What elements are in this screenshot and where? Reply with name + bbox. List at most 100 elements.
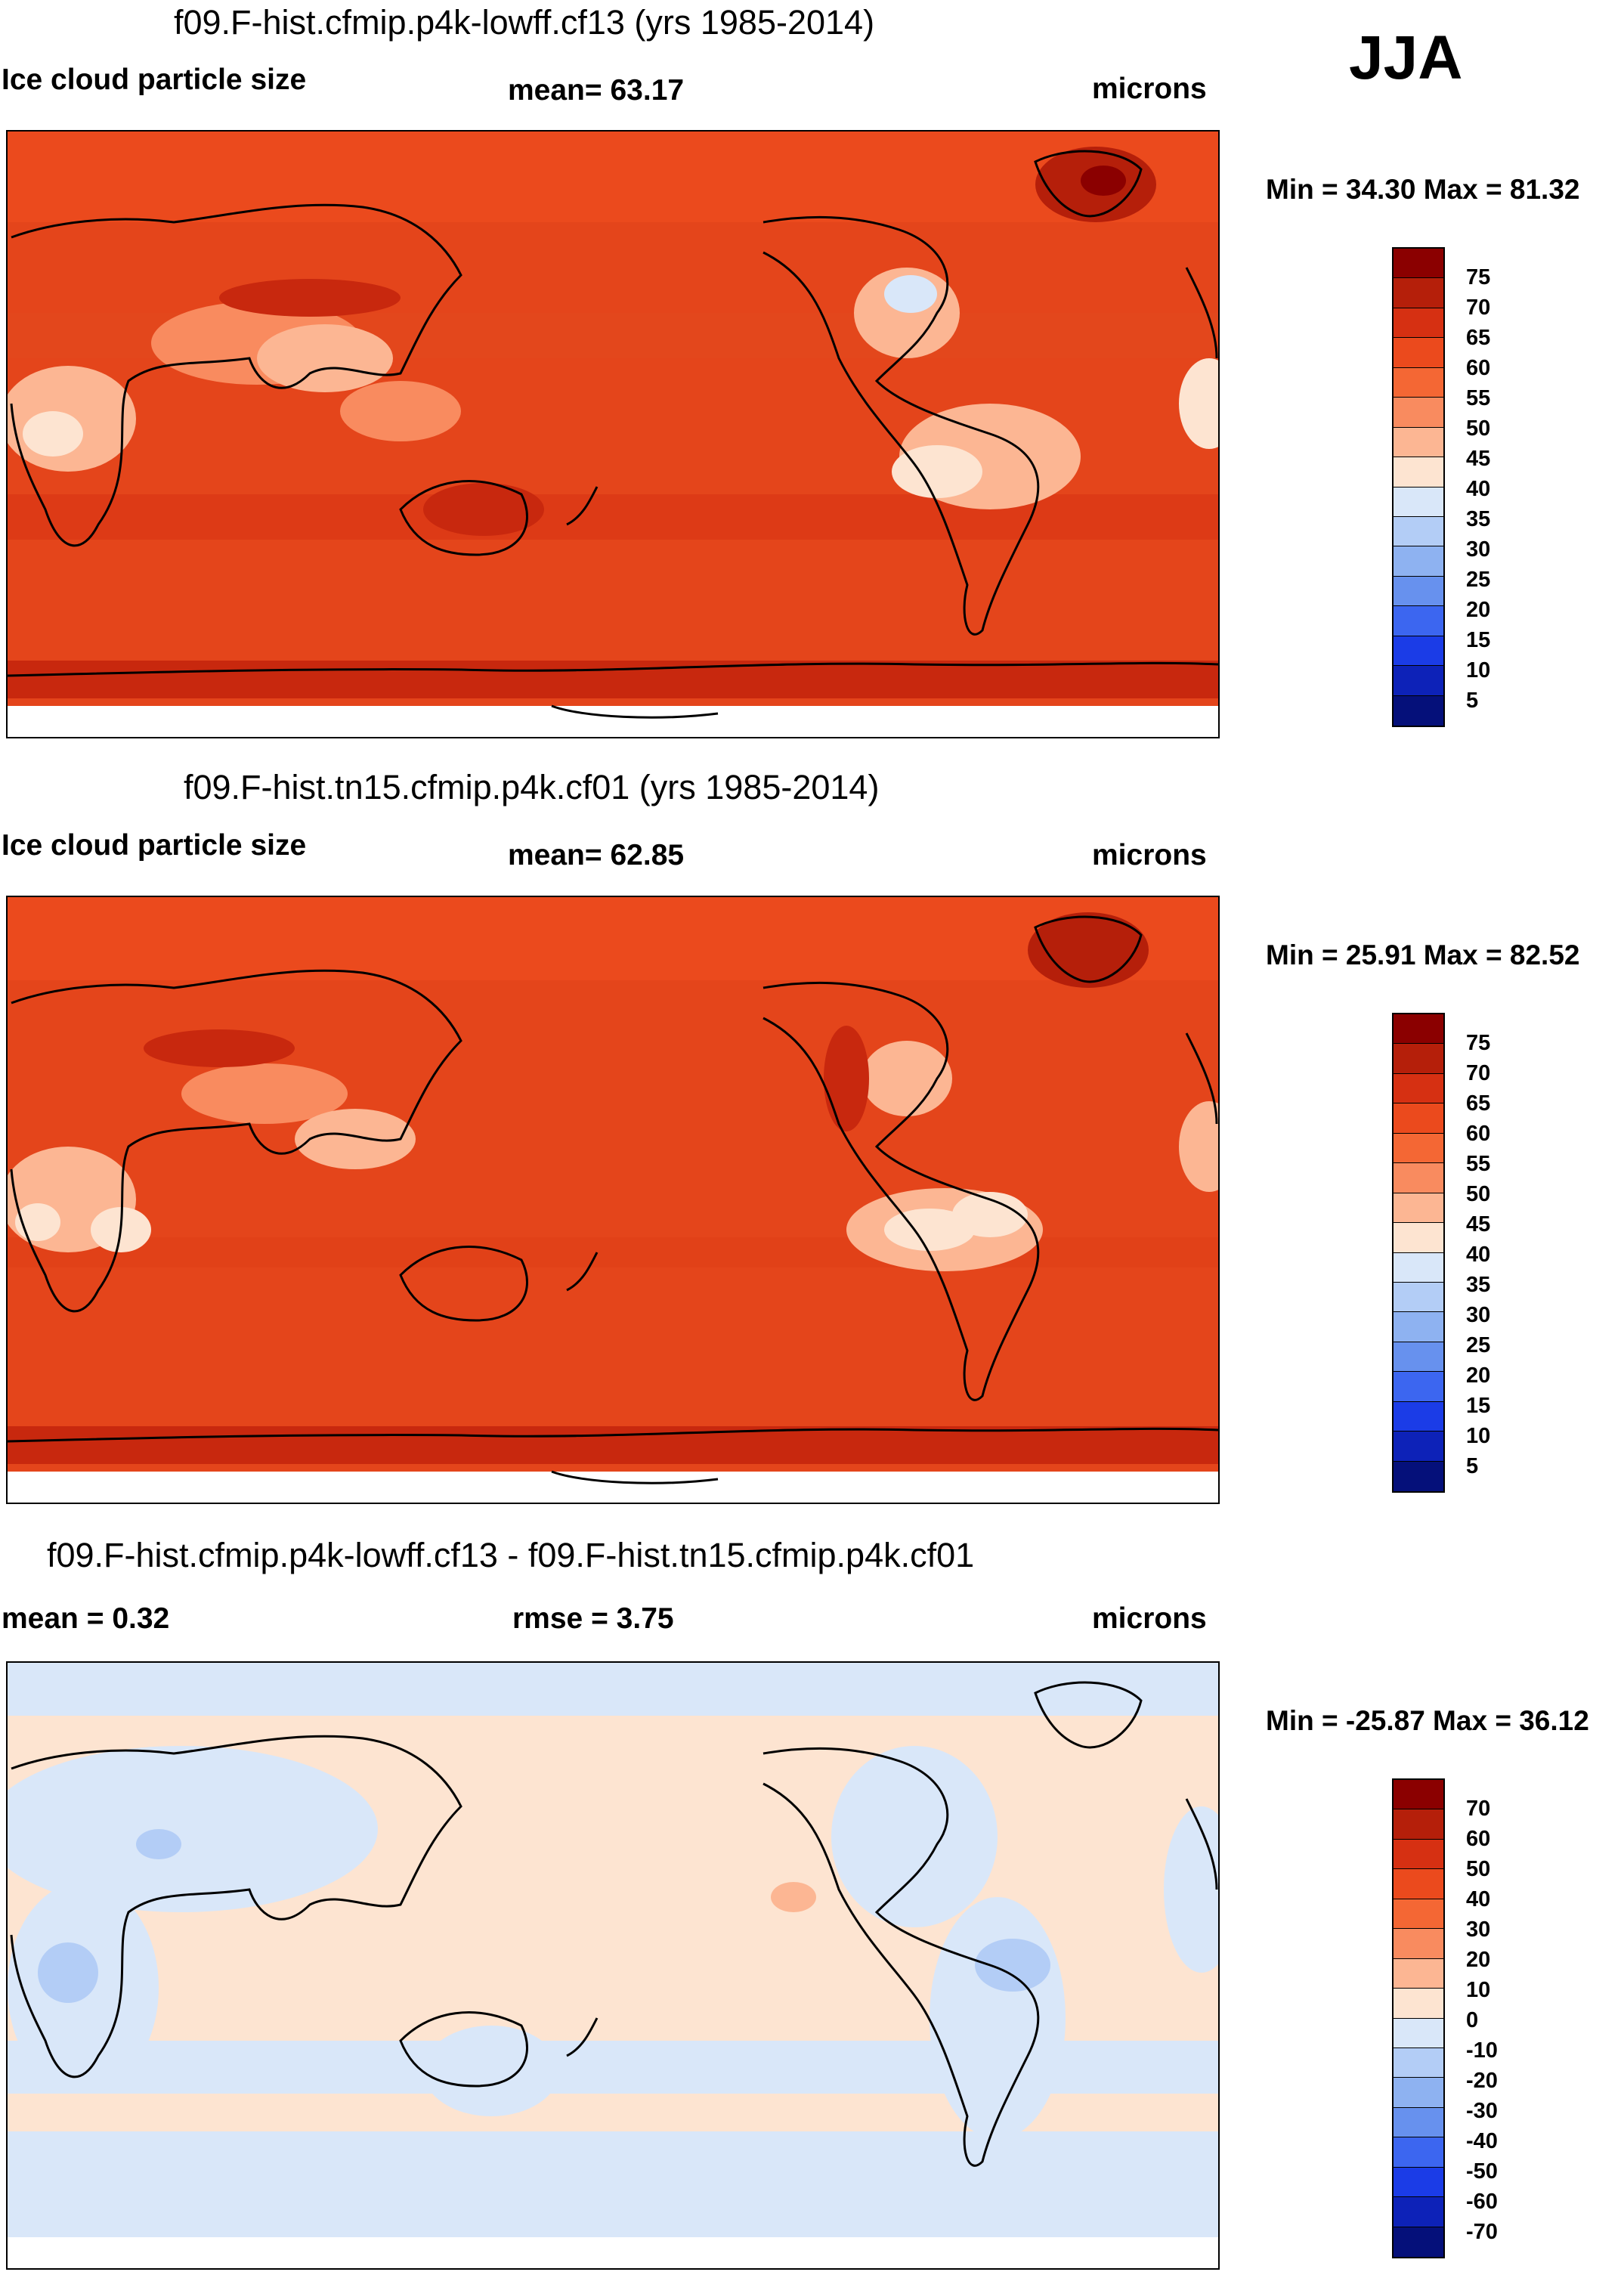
panel-2-colorbar-swatch: [1394, 1372, 1443, 1402]
panel-2-colorbar-tick: 65: [1466, 1091, 1491, 1116]
panel-2-colorbar-tick: 15: [1466, 1394, 1491, 1418]
panel-1-colorbar-tick: 65: [1466, 326, 1491, 350]
panel-3-field: [8, 1663, 1218, 2268]
panel-1-colorbar-swatch: [1394, 636, 1443, 667]
panel-1-colorbar-swatch: [1394, 695, 1443, 726]
panel-1-colorbar-swatch: [1394, 398, 1443, 428]
panel-3-colorbar-tick: -40: [1466, 2129, 1498, 2153]
panel-2-field: [8, 897, 1218, 1503]
panel-2-colorbar-tick: 10: [1466, 1424, 1491, 1448]
panel-3-colorbar-swatch: [1394, 1989, 1443, 2019]
panel-2-colorbar-swatch: [1394, 1432, 1443, 1462]
panel-3-colorbar: [1392, 1778, 1445, 2258]
panel-1-colorbar: [1392, 247, 1445, 727]
panel-2-colorbar-swatch: [1394, 1044, 1443, 1074]
panel-1-colorbar-swatch: [1394, 576, 1443, 607]
panel-1-colorbar-swatch: [1394, 367, 1443, 398]
panel-2-colorbar-tick: 50: [1466, 1182, 1491, 1206]
panel-3-map: [6, 1661, 1220, 2270]
panel-3-title: f09.F-hist.cfmip.p4k-lowff.cf13 - f09.F-…: [47, 1536, 975, 1574]
panel-2-colorbar-tick: 35: [1466, 1273, 1491, 1297]
panel-3-units-label: microns: [1092, 1602, 1207, 1635]
panel-2-colorbar-tick: 55: [1466, 1152, 1491, 1176]
panel-1-colorbar-swatch: [1394, 516, 1443, 547]
panel-3-colorbar-swatch: [1394, 2048, 1443, 2078]
panel-1-colorbar-swatch: [1394, 457, 1443, 488]
panel-2-colorbar-swatch: [1394, 1401, 1443, 1432]
panel-3-colorbar-swatch: [1394, 1869, 1443, 1899]
season-label: JJA: [1349, 23, 1463, 92]
panel-2-colorbar-swatch: [1394, 1342, 1443, 1373]
panel-3-colorbar-tick: 70: [1466, 1797, 1491, 1821]
panel-2-colorbar-tick: 40: [1466, 1243, 1491, 1267]
panel-3-colorbar-swatch: [1394, 2078, 1443, 2108]
panel-3-colorbar-swatch: [1394, 2167, 1443, 2198]
panel-2-colorbar-swatch: [1394, 1461, 1443, 1491]
panel-1-field: [8, 132, 1218, 737]
panel-2-variable-label: Ice cloud particle size: [2, 829, 307, 862]
panel-2-title: f09.F-hist.tn15.cfmip.p4k.cf01 (yrs 1985…: [184, 768, 880, 806]
panel-1-colorbar-tick: 5: [1466, 689, 1479, 713]
panel-1-colorbar-tick: 25: [1466, 568, 1491, 592]
panel-3-colorbar-tick: 0: [1466, 2008, 1479, 2032]
panel-3-mean-label: mean = 0.32: [2, 1602, 170, 1635]
panel-2-colorbar-swatch: [1394, 1103, 1443, 1134]
panel-1-colorbar-tick: 10: [1466, 658, 1491, 682]
panel-2-colorbar-swatch: [1394, 1223, 1443, 1253]
panel-3-colorbar-tick: 10: [1466, 1978, 1491, 2002]
panel-2-colorbar-tick: 30: [1466, 1303, 1491, 1327]
panel-2-minmax: Min = 25.91 Max = 82.52: [1266, 939, 1580, 970]
panel-2-colorbar-swatch: [1394, 1014, 1443, 1045]
panel-2-colorbar-tick: 60: [1466, 1122, 1491, 1146]
panel-2-colorbar-tick: 45: [1466, 1212, 1491, 1237]
panel-3-colorbar-tick: -70: [1466, 2220, 1498, 2244]
panel-3-colorbar-tick: -60: [1466, 2190, 1498, 2214]
panel-1-colorbar-swatch: [1394, 546, 1443, 577]
panel-2-colorbar-swatch: [1394, 1163, 1443, 1193]
panel-3-colorbar-tick: 50: [1466, 1857, 1491, 1881]
panel-2-colorbar-tick: 70: [1466, 1061, 1491, 1085]
panel-3-colorbar-swatch: [1394, 2137, 1443, 2168]
panel-2-colorbar-swatch: [1394, 1312, 1443, 1342]
panel-3-colorbar-tick: 40: [1466, 1887, 1491, 1911]
panel-1-colorbar-tick: 40: [1466, 477, 1491, 501]
panel-3-colorbar-swatch: [1394, 2107, 1443, 2138]
panel-2-units-label: microns: [1092, 839, 1207, 871]
panel-1-colorbar-swatch: [1394, 278, 1443, 308]
panel-3-colorbar-tick: -50: [1466, 2159, 1498, 2184]
panel-3-minmax: Min = -25.87 Max = 36.12: [1266, 1705, 1589, 1736]
panel-1-minmax: Min = 34.30 Max = 81.32: [1266, 174, 1580, 205]
panel-2-colorbar-tick: 5: [1466, 1454, 1479, 1478]
panel-1-colorbar-tick: 15: [1466, 628, 1491, 652]
panel-3-colorbar-tick: 20: [1466, 1948, 1491, 1972]
panel-2-colorbar: [1392, 1013, 1445, 1493]
panel-2-colorbar-tick: 25: [1466, 1333, 1491, 1357]
panel-3-colorbar-swatch: [1394, 1780, 1443, 1810]
panel-1-title: f09.F-hist.cfmip.p4k-lowff.cf13 (yrs 198…: [174, 3, 875, 42]
panel-3-colorbar-swatch: [1394, 1899, 1443, 1930]
panel-2-colorbar-tick: 75: [1466, 1031, 1491, 1055]
panel-1-colorbar-swatch: [1394, 606, 1443, 636]
panel-1-colorbar-tick: 35: [1466, 507, 1491, 531]
panel-1-colorbar-swatch: [1394, 427, 1443, 458]
panel-1-colorbar-swatch: [1394, 249, 1443, 279]
panel-3-colorbar-swatch: [1394, 2197, 1443, 2227]
panel-3-colorbar-swatch: [1394, 1839, 1443, 1870]
panel-1-colorbar-swatch: [1394, 308, 1443, 339]
panel-3-colorbar-swatch: [1394, 2018, 1443, 2048]
panel-2-colorbar-swatch: [1394, 1252, 1443, 1283]
panel-1-colorbar-tick: 55: [1466, 386, 1491, 410]
panel-2-colorbar-swatch: [1394, 1193, 1443, 1224]
panel-1-colorbar-swatch: [1394, 338, 1443, 368]
panel-1-colorbar-tick: 75: [1466, 265, 1491, 289]
panel-1-colorbar-swatch: [1394, 487, 1443, 517]
panel-1-colorbar-tick: 45: [1466, 447, 1491, 471]
panel-1-colorbar-tick: 70: [1466, 296, 1491, 320]
panel-1-colorbar-tick: 20: [1466, 598, 1491, 622]
panel-1-mean-label: mean= 63.17: [508, 74, 685, 107]
panel-1-map: [6, 130, 1220, 738]
panel-1-colorbar-swatch: [1394, 666, 1443, 696]
panel-2-mean-label: mean= 62.85: [508, 839, 685, 871]
panel-3-colorbar-swatch: [1394, 1929, 1443, 1959]
panel-3-colorbar-tick: -20: [1466, 2069, 1498, 2093]
